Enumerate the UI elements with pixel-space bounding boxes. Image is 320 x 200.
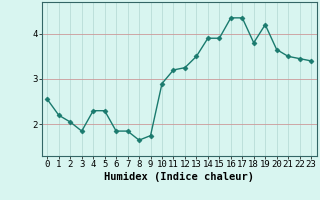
X-axis label: Humidex (Indice chaleur): Humidex (Indice chaleur): [104, 172, 254, 182]
